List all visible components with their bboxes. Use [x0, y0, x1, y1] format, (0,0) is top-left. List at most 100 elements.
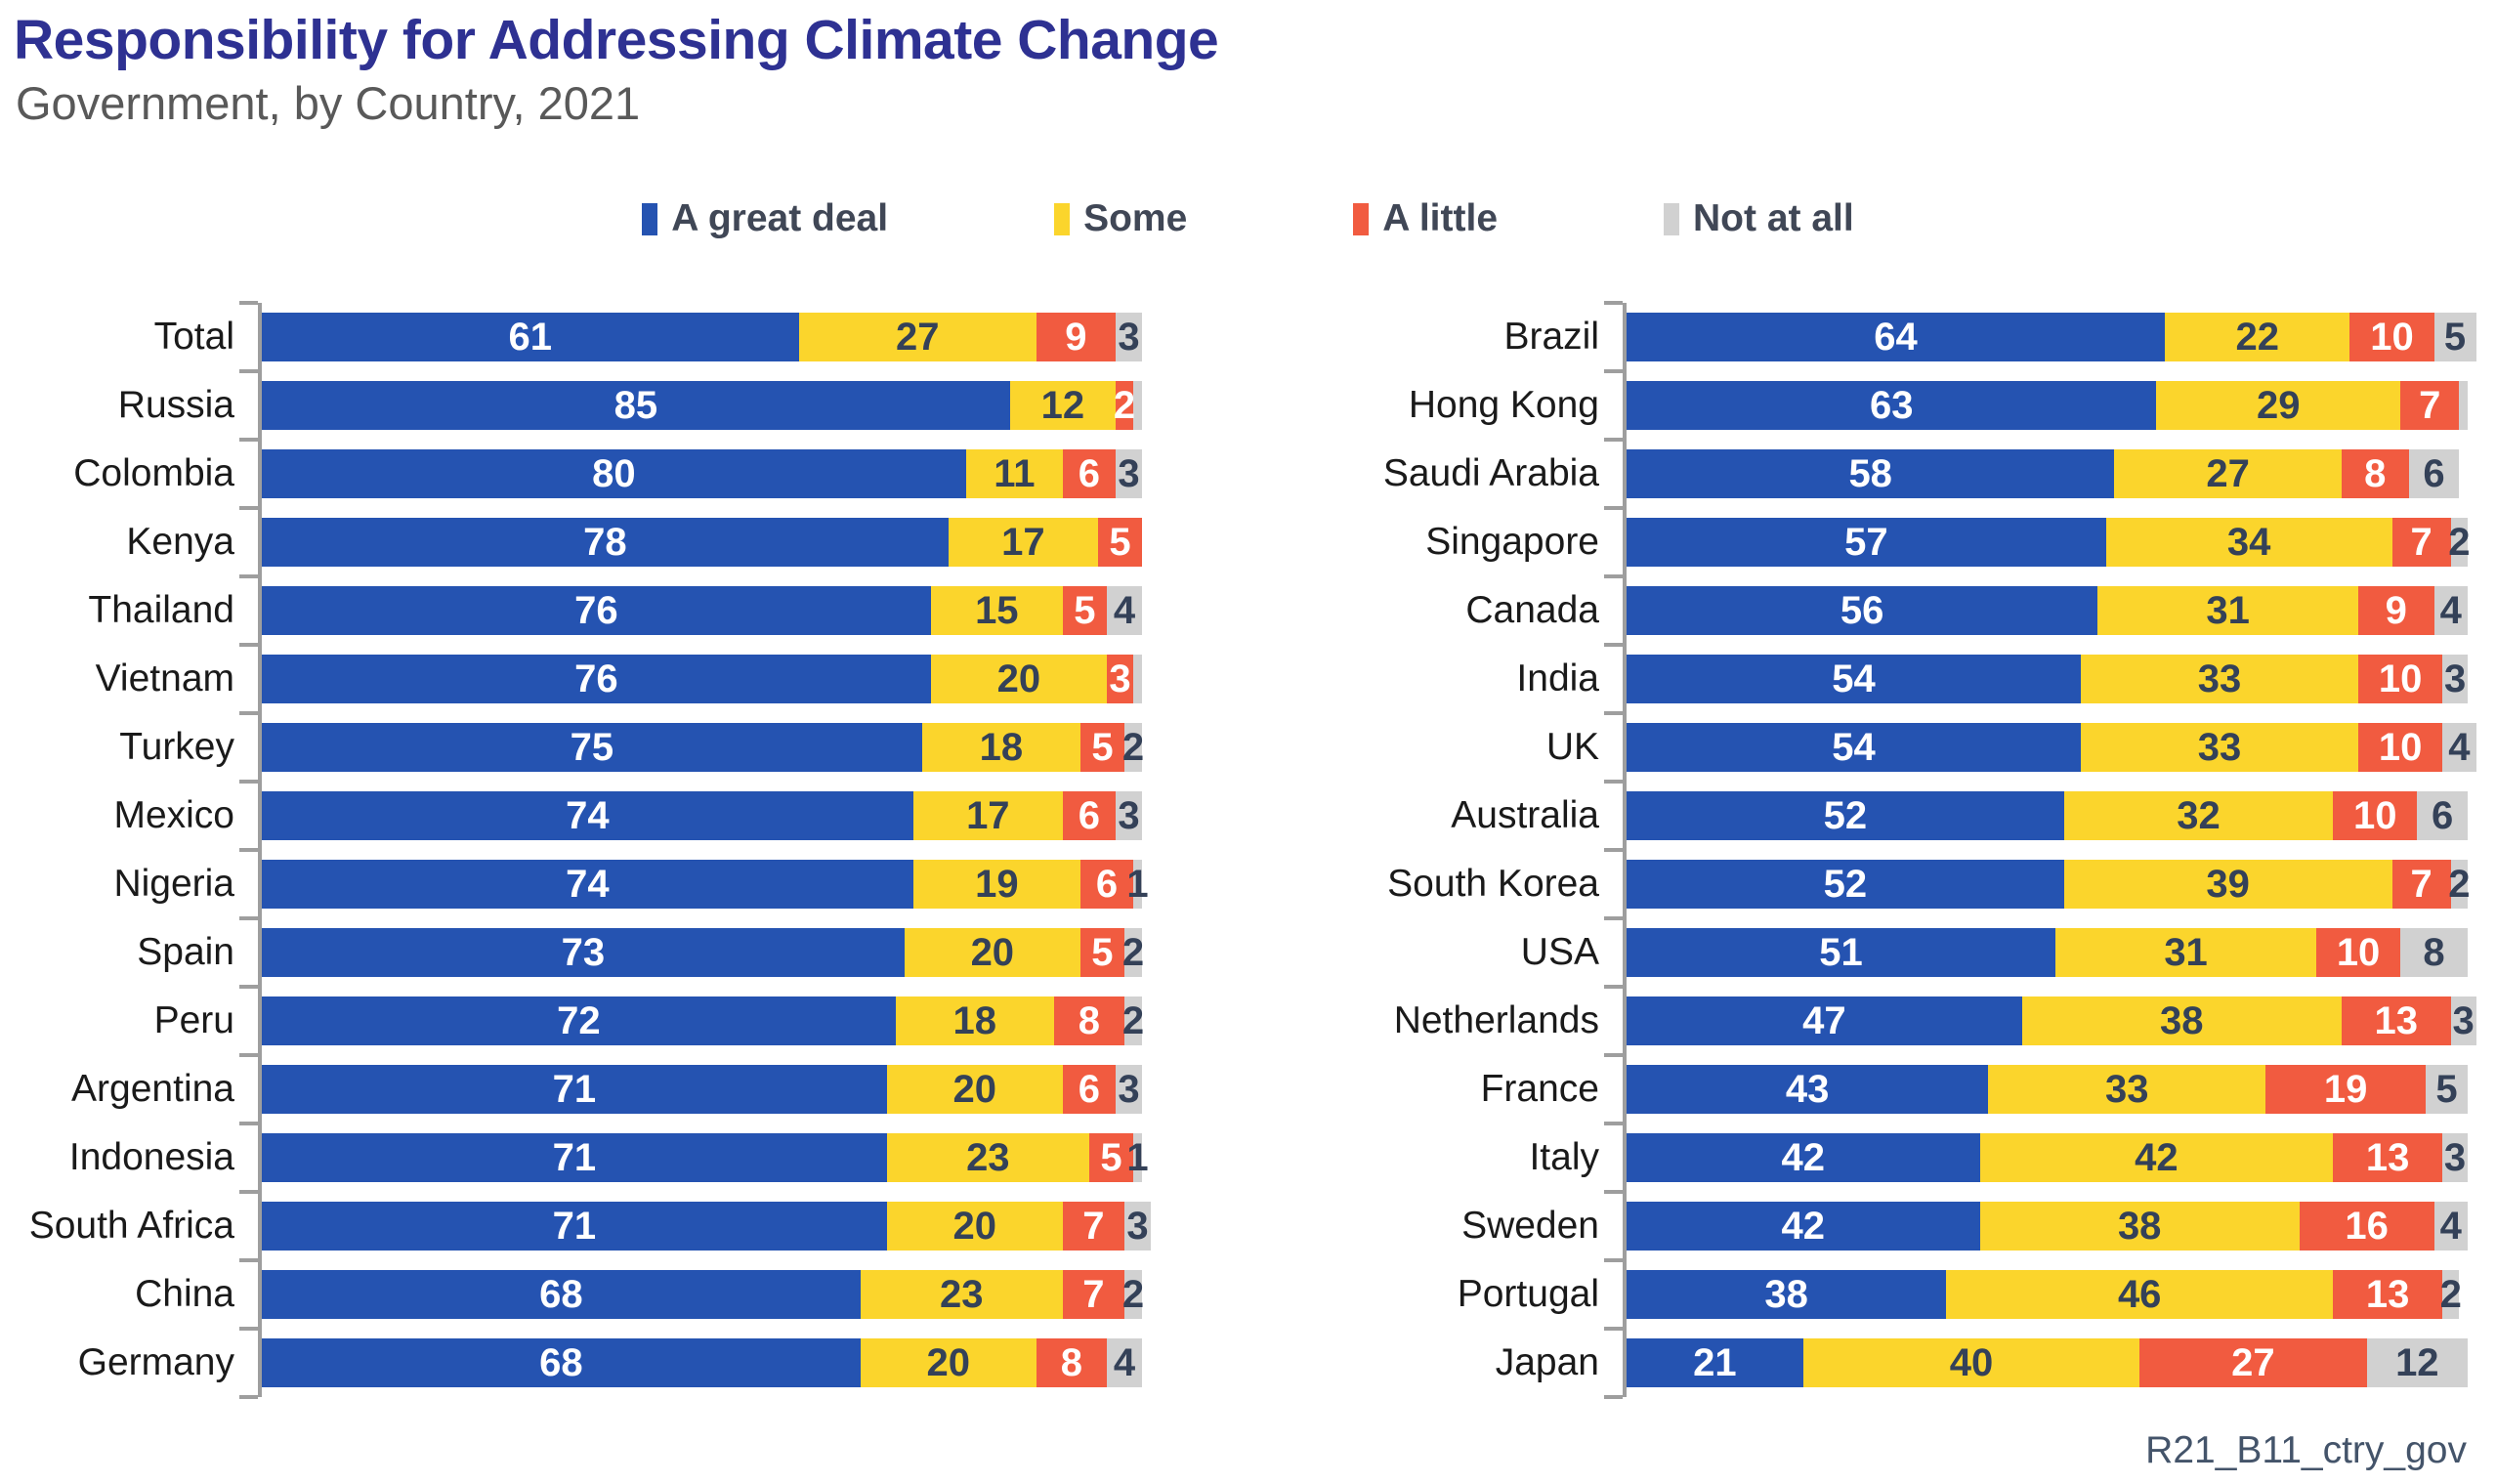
bar-row: Russia 85 12 2	[14, 369, 1142, 441]
bar-value-label: 4	[1113, 1341, 1136, 1385]
bar-segment-some: 33	[2080, 655, 2359, 704]
bar-row: Spain 73 20 5 2	[14, 916, 1144, 988]
stacked-bar: 54 33 10 3	[1627, 655, 2468, 704]
bar-value-label: 33	[2105, 1068, 2149, 1112]
bar-segment-not-at-all: 2	[1122, 928, 1144, 978]
category-label: Canada	[1465, 589, 1599, 632]
chart-header: Responsibility for Addressing Climate Ch…	[0, 0, 2496, 129]
bar-segment-a-little: 10	[2349, 313, 2434, 362]
bar-segment-a-little: 5	[1088, 1133, 1133, 1183]
bar-segment-some: 23	[886, 1133, 1089, 1183]
bar-segment-a-little: 3	[1106, 655, 1133, 704]
bar-segment-not-at-all: 2	[2440, 1270, 2462, 1320]
category-label: Netherlands	[1393, 999, 1599, 1042]
bar-segment-a-little: 7	[2391, 518, 2451, 568]
bar-value-label: 40	[1949, 1341, 1994, 1385]
legend-label: Not at all	[1693, 197, 1854, 240]
bar-segment-not-at-all: 6	[2417, 791, 2468, 841]
bar-value-label: 7	[1082, 1273, 1105, 1317]
bar-value-label: 12	[2395, 1341, 2439, 1385]
bar-value-label: 31	[2164, 931, 2208, 975]
bar-segment-some: 12	[1009, 381, 1116, 431]
category-label: Argentina	[71, 1068, 234, 1111]
bar-value-label: 5	[2443, 316, 2467, 360]
bar-segment-a-great-deal: 47	[1627, 996, 2022, 1046]
bar-segment-a-great-deal: 58	[1627, 449, 2115, 499]
bar-track: 43 33 19 5	[1604, 1053, 2468, 1124]
bar-segment-a-little: 8	[1053, 996, 1124, 1046]
bar-value-label: 6	[1078, 452, 1101, 496]
bar-segment-some: 20	[930, 655, 1107, 704]
stacked-bar: 52 39 7 2	[1627, 860, 2471, 910]
bar-segment-a-little: 6	[1062, 449, 1116, 499]
category-label: Sweden	[1461, 1205, 1599, 1248]
bar-value-label: 20	[952, 1068, 997, 1112]
category-label: Peru	[153, 999, 234, 1042]
bar-value-label: 18	[952, 999, 997, 1043]
bar-value-label: 10	[2336, 931, 2381, 975]
stacked-bar: 61 27 9 3	[262, 313, 1142, 362]
bar-segment-a-great-deal: 42	[1627, 1202, 1980, 1251]
bar-segment-a-little: 8	[1036, 1338, 1107, 1388]
bar-value-label: 38	[2159, 999, 2204, 1043]
category-label: USA	[1520, 931, 1599, 974]
category-label: Mexico	[113, 794, 234, 837]
stacked-bar: 63 29 7	[1627, 381, 2468, 431]
bar-value-label: 54	[1832, 657, 1876, 701]
bar-value-label: 16	[2345, 1205, 2389, 1249]
legend-swatch-icon	[1664, 202, 1680, 235]
bar-value-label: 3	[1109, 657, 1131, 701]
stacked-bar: 58 27 8 6	[1627, 449, 2468, 499]
bar-value-label: 6	[1078, 794, 1101, 838]
bar-value-label: 17	[1001, 521, 1045, 565]
bar-segment-not-at-all: 3	[1115, 449, 1142, 499]
bar-value-label: 22	[2235, 316, 2279, 360]
bar-value-label: 4	[1113, 589, 1136, 633]
bar-segment-not-at-all: 4	[2433, 586, 2468, 636]
bar-segment-not-at-all: 8	[2400, 928, 2468, 978]
bar-segment-a-great-deal: 43	[1627, 1065, 1989, 1115]
bar-value-label: 2	[1121, 726, 1145, 770]
bar-value-label: 5	[1074, 589, 1096, 633]
category-label: Germany	[77, 1341, 234, 1384]
category-label: Total	[153, 316, 234, 359]
bar-track: 68 20 8 4	[239, 1327, 1142, 1400]
legend-swatch-icon	[1054, 202, 1071, 235]
legend-item-some: Some	[1054, 197, 1187, 240]
bar-value-label: 78	[583, 521, 627, 565]
bar-row: Sweden 42 38 16 4	[1142, 1190, 2468, 1261]
bar-value-label: 68	[539, 1341, 583, 1385]
bar-row: Netherlands 47 38 13 3	[1142, 985, 2476, 1056]
bar-row: India 54 33 10 3	[1142, 643, 2468, 714]
bar-track: 75 18 5 2	[239, 711, 1145, 783]
bar-segment-some: 31	[2055, 928, 2317, 978]
bar-value-label: 1	[1126, 1136, 1149, 1180]
bar-segment-not-at-all: 3	[1115, 313, 1142, 362]
bar-segment-a-little: 6	[1062, 1065, 1116, 1115]
bar-row: Singapore 57 34 7 2	[1142, 506, 2471, 577]
bar-track: 76 20 3	[239, 643, 1142, 714]
bar-value-label: 71	[552, 1136, 597, 1180]
bar-segment-a-little: 6	[1079, 860, 1133, 910]
bar-segment-a-little: 13	[2341, 996, 2451, 1046]
bar-value-label: 72	[557, 999, 601, 1043]
stacked-bar: 76 15 5 4	[262, 586, 1142, 636]
legend-item-a-little: A little	[1353, 197, 1498, 240]
bar-segment-not-at-all	[1132, 655, 1142, 704]
chart-panel-left: Total 61 27 9 3 Russia 85 12 2 Colombia 80 11 6 3 Keny…	[14, 301, 1151, 1400]
bar-segment-some: 19	[912, 860, 1080, 910]
bar-row: Australia 52 32 10 6	[1142, 780, 2468, 851]
bar-value-label: 23	[940, 1273, 984, 1317]
bar-value-label: 10	[2378, 726, 2423, 770]
stacked-bar: 72 18 8 2	[262, 996, 1144, 1046]
stacked-bar: 56 31 9 4	[1627, 586, 2468, 636]
bar-segment-a-great-deal: 71	[262, 1202, 887, 1251]
bar-segment-a-little: 5	[1062, 586, 1107, 636]
bar-segment-a-great-deal: 76	[262, 655, 931, 704]
bar-track: 72 18 8 2	[239, 985, 1144, 1056]
bar-segment-some: 31	[2097, 586, 2359, 636]
bar-segment-a-little: 5	[1097, 518, 1142, 568]
bar-segment-a-great-deal: 68	[262, 1270, 861, 1320]
bar-value-label: 10	[2370, 316, 2414, 360]
bar-value-label: 9	[1065, 316, 1087, 360]
